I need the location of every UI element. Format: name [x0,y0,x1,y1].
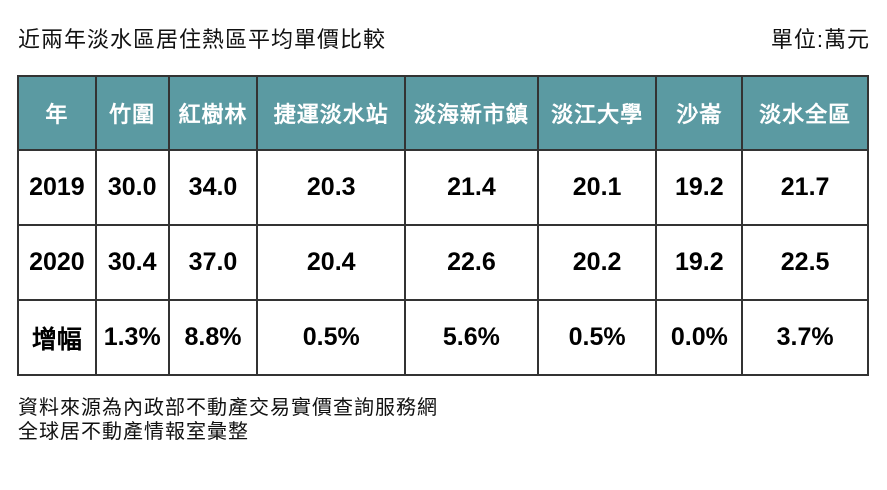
table-cell: 0.5% [256,299,407,376]
table-cell: 19.2 [655,149,744,226]
row-header: 2020 [17,224,97,301]
table-cell: 21.7 [741,149,869,226]
table-cell: 21.4 [404,149,539,226]
table-cell: 30.4 [94,224,170,301]
table-cell: 22.6 [404,224,539,301]
table-cell: 30.0 [94,149,170,226]
unit-label: 單位:萬元 [770,27,870,52]
column-header: 紅樹林 [167,75,259,151]
column-header: 捷運淡水站 [256,75,407,151]
table-cell: 20.2 [536,224,658,301]
column-header: 年 [17,75,97,151]
table-cell: 19.2 [655,224,744,301]
column-header: 淡江大學 [536,75,658,151]
source-note: 資料來源為內政部不動產交易實價查詢服務網 全球居不動產情報室彙整 [18,396,438,444]
table-cell: 0.5% [536,299,658,376]
table-row: 2020 30.4 37.0 20.4 22.6 20.2 19.2 22.5 [17,224,869,301]
table-header-row: 年竹圍 紅樹林 捷運淡水站 淡海新市鎮 淡江大學 沙崙 淡水全區 [17,75,869,151]
table-cell: 34.0 [167,149,259,226]
table-cell: 20.1 [536,149,658,226]
column-header: 淡海新市鎮 [404,75,539,151]
table-cell: 20.3 [256,149,407,226]
table-cell: 5.6% [404,299,539,376]
table-row: 增幅 1.3% 8.8% 0.5% 5.6% 0.5% 0.0% 3.7% [17,299,869,376]
column-header: 淡水全區 [741,75,869,151]
table-cell: 8.8% [167,299,259,376]
table-cell: 3.7% [741,299,869,376]
topbar: 近兩年淡水區居住熱區平均單價比較 單位:萬元 [18,22,870,54]
price-comparison-table: 年竹圍 紅樹林 捷運淡水站 淡海新市鎮 淡江大學 沙崙 淡水全區 2019 30.0 34.0 2… [17,75,869,376]
page-title: 近兩年淡水區居住熱區平均單價比較 [18,27,387,52]
column-header: 竹圍 [94,75,170,151]
table-cell: 1.3% [94,299,170,376]
source-note-line1: 資料來源為內政部不動產交易實價查詢服務網 [18,397,438,419]
row-header: 增幅 [17,299,97,376]
table-cell: 37.0 [167,224,259,301]
source-note-line2: 全球居不動產情報室彙整 [18,421,249,443]
column-header: 沙崙 [655,75,744,151]
row-header: 2019 [17,149,97,226]
table-body: 2019 30.0 34.0 20.3 21.4 20.1 19.2 21.7 2020 30.4… [17,149,869,376]
table-cell: 20.4 [256,224,407,301]
table-row: 2019 30.0 34.0 20.3 21.4 20.1 19.2 21.7 [17,149,869,226]
table-cell: 22.5 [741,224,869,301]
table-cell: 0.0% [655,299,744,376]
